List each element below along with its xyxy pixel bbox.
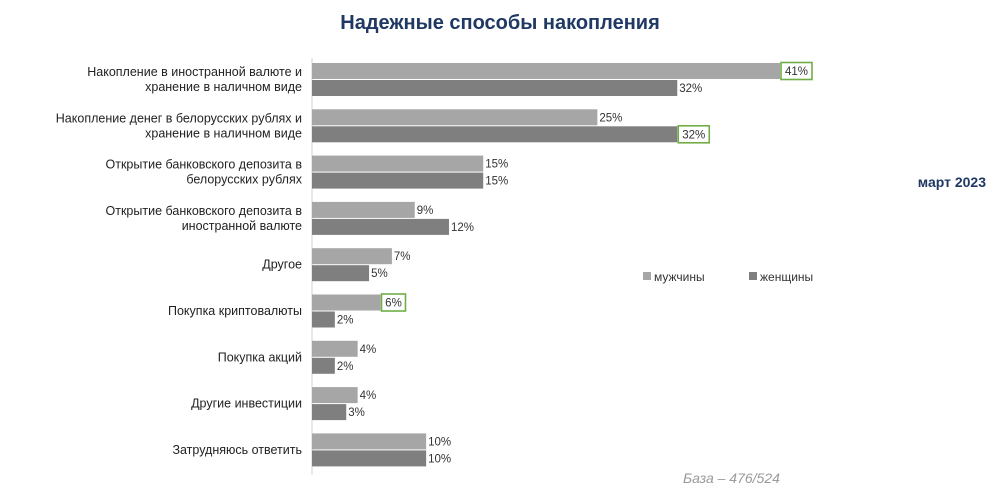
bar-men	[312, 387, 358, 404]
category-label: Покупка криптовалюты	[168, 304, 302, 318]
bar-men	[312, 63, 780, 79]
value-label: 7%	[394, 251, 411, 263]
value-label: 15%	[485, 176, 508, 188]
value-label: 10%	[428, 436, 451, 448]
value-label: 2%	[337, 361, 354, 373]
value-label: 12%	[451, 222, 474, 234]
bar-women	[312, 450, 427, 467]
legend-label-men: мужчины	[654, 270, 705, 284]
bar-men	[312, 248, 392, 265]
bar-women	[312, 404, 347, 421]
bar-men	[312, 433, 427, 450]
bar-men	[312, 294, 381, 311]
value-label: 9%	[417, 205, 434, 217]
bar-women	[312, 218, 449, 235]
value-label: 6%	[385, 298, 402, 310]
bar-men	[312, 340, 358, 357]
period-label: март 2023	[917, 174, 986, 190]
value-label: 32%	[679, 83, 702, 95]
highlight-box	[380, 293, 407, 312]
legend-swatch-men	[643, 272, 651, 280]
category-label: Затрудняюсь ответить	[172, 443, 302, 457]
base-note: База – 476/524	[683, 470, 780, 486]
bar-women	[312, 80, 678, 96]
value-label: 32%	[682, 129, 705, 141]
category-label: Открытие банковского депозита в иностранн…	[106, 204, 303, 233]
bar-women	[312, 265, 370, 282]
bar-women	[312, 357, 335, 374]
bar-men	[312, 155, 484, 172]
legend-swatch-women	[749, 272, 757, 280]
highlight-box	[677, 125, 711, 144]
bar-women	[312, 311, 335, 328]
category-label: Другие инвестиции	[191, 397, 302, 411]
value-label: 25%	[599, 112, 622, 124]
category-label: Другое	[262, 258, 302, 272]
category-label: Покупка акций	[218, 350, 302, 364]
value-label: 3%	[348, 407, 365, 419]
value-label: 2%	[337, 315, 354, 327]
highlight-box	[780, 61, 813, 81]
bar-men	[312, 109, 598, 126]
value-label: 15%	[485, 159, 508, 171]
chart-title: Надежные способы накопления	[340, 12, 660, 34]
bar-men	[312, 201, 415, 218]
value-label: 4%	[360, 344, 377, 356]
category-label: Открытие банковского депозита в белорусск…	[106, 158, 303, 187]
bar-women	[312, 172, 484, 189]
value-label: 41%	[785, 66, 808, 78]
value-label: 4%	[360, 390, 377, 402]
value-label: 5%	[371, 268, 388, 280]
bar-women	[312, 126, 678, 143]
value-label: 10%	[428, 453, 451, 465]
category-label: Накопление в иностранной валюте и хранени…	[87, 65, 302, 94]
legend-label-women: женщины	[760, 270, 813, 284]
